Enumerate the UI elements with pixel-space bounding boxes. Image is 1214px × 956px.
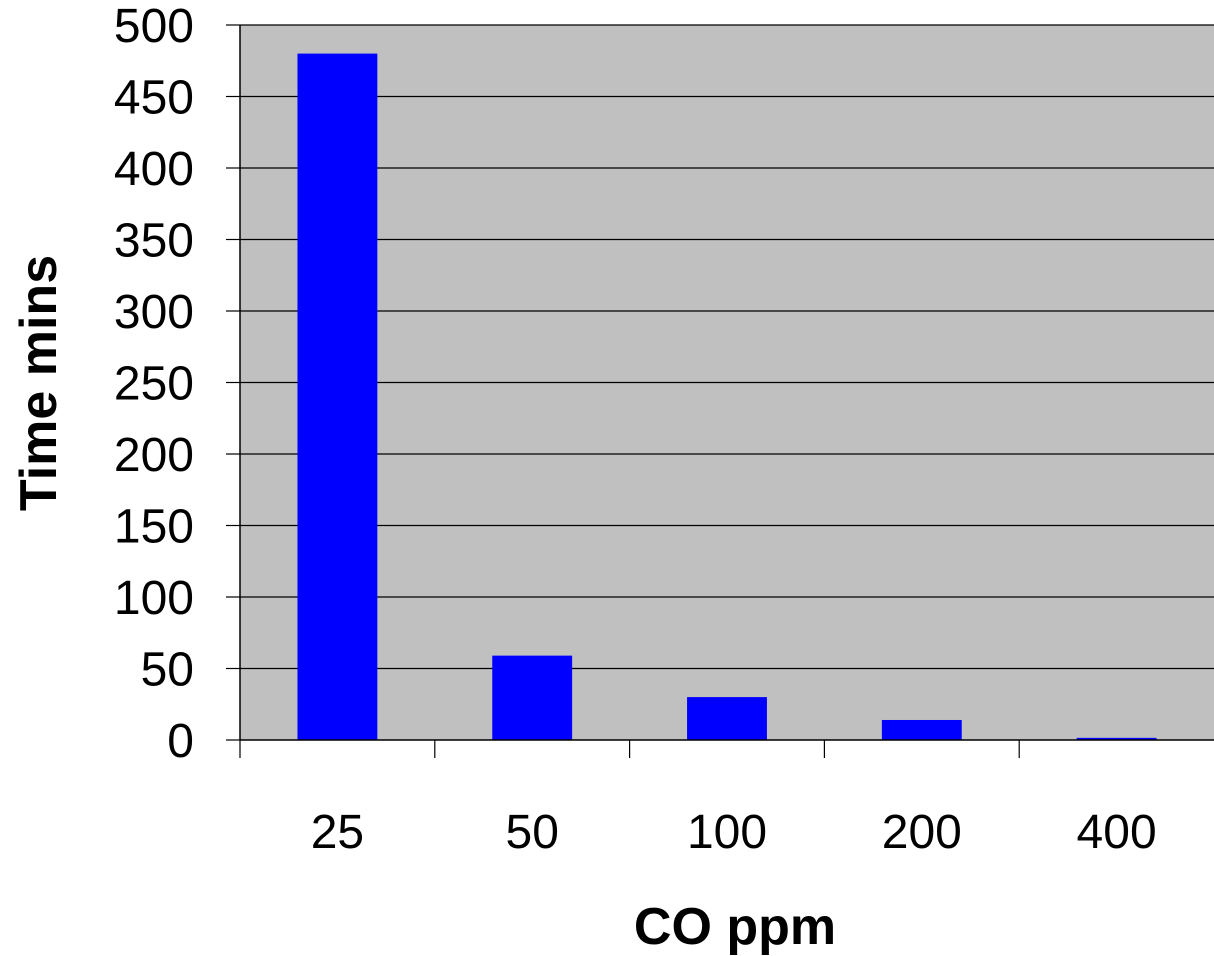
bar-25 bbox=[297, 53, 378, 741]
x-tick-label: 200 bbox=[882, 806, 962, 859]
y-axis-title: Time mins bbox=[10, 255, 68, 511]
y-tick-label: 500 bbox=[114, 0, 194, 53]
bar-50 bbox=[492, 655, 573, 740]
y-tick-label: 250 bbox=[114, 358, 194, 411]
gridlines bbox=[240, 24, 1214, 670]
bars bbox=[297, 53, 1157, 741]
y-axis-ticks: 0 50 100 150 200 250 300 350 400 450 500 bbox=[114, 0, 240, 768]
x-tick-label: 100 bbox=[687, 806, 767, 859]
bar-400 bbox=[1076, 737, 1157, 740]
bar-200 bbox=[881, 719, 962, 740]
y-tick-label: 200 bbox=[114, 429, 194, 482]
bar-100 bbox=[687, 697, 767, 740]
y-tick-label: 0 bbox=[167, 715, 194, 768]
x-tick-label: 50 bbox=[506, 806, 559, 859]
y-tick-label: 50 bbox=[141, 644, 194, 697]
x-tick-label: 25 bbox=[311, 806, 364, 859]
x-axis-ticks: 25 50 100 200 400 bbox=[239, 740, 1157, 859]
y-tick-label: 400 bbox=[114, 143, 194, 196]
x-axis-title: CO ppm bbox=[634, 898, 836, 956]
y-tick-label: 150 bbox=[114, 501, 194, 554]
y-tick-label: 100 bbox=[114, 572, 194, 625]
y-tick-label: 300 bbox=[114, 286, 194, 339]
y-tick-label: 350 bbox=[114, 215, 194, 268]
x-tick-label: 400 bbox=[1077, 806, 1157, 859]
y-tick-label: 450 bbox=[114, 72, 194, 125]
